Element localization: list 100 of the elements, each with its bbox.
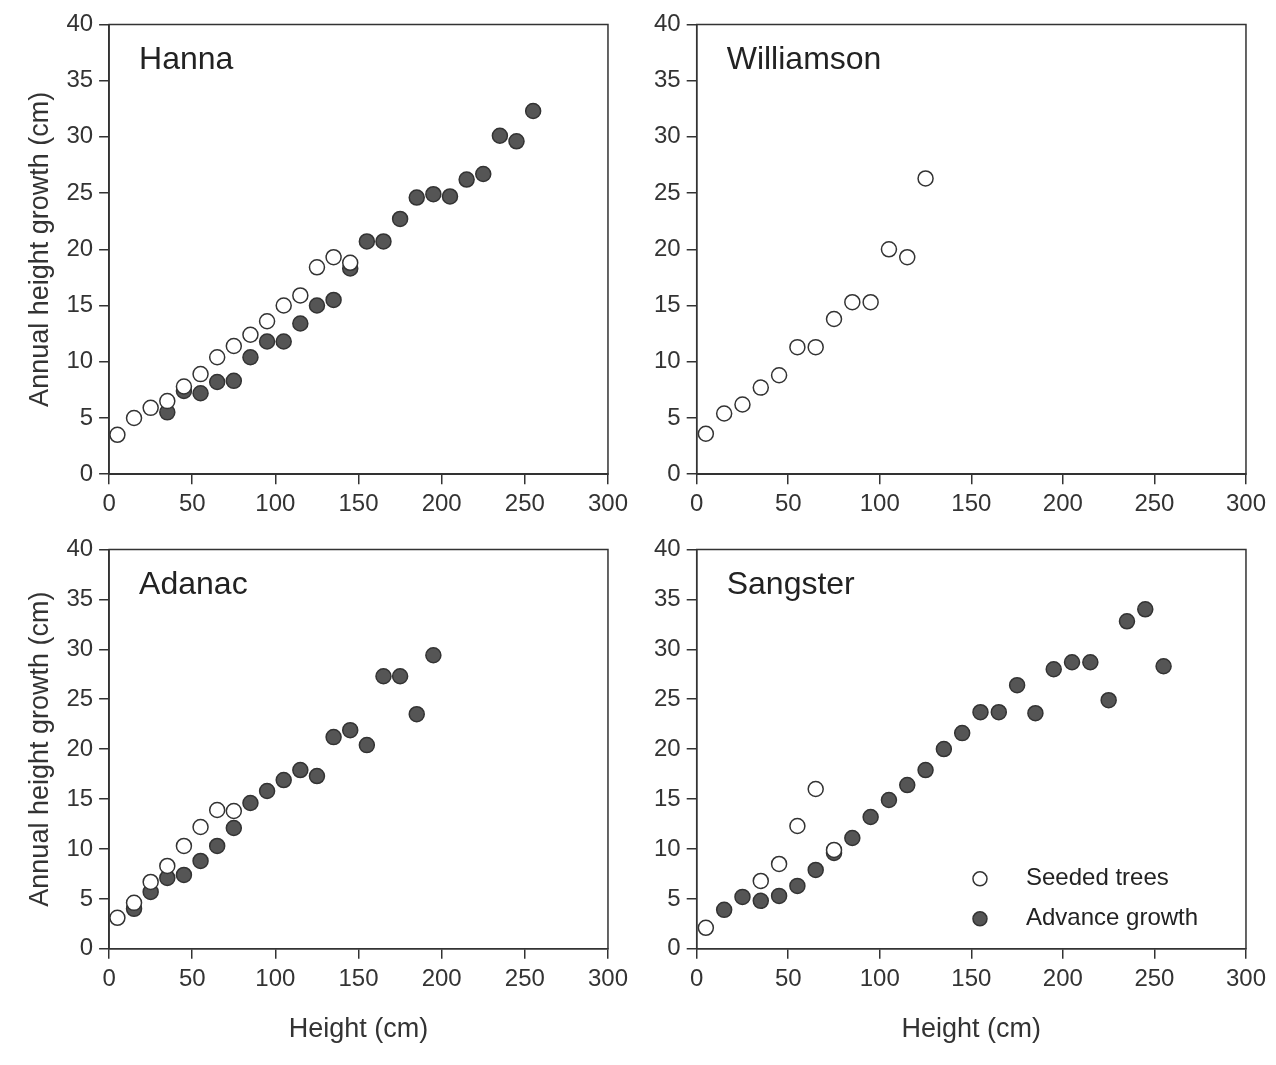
x-tick-label: 50 [774,963,802,991]
point [1155,657,1172,675]
point [752,892,770,910]
point [1100,691,1117,709]
point [325,291,342,309]
point [917,761,934,779]
text: Hanna [139,40,234,77]
point [807,861,824,879]
y-tick-label: 20 [653,233,681,261]
point [715,901,733,919]
x-tick-label: 50 [178,489,206,517]
y-tick-label: 40 [653,534,681,562]
point [208,837,226,855]
point [308,297,326,314]
x-tick-label: 50 [774,489,802,517]
x-tick-label: 200 [1042,963,1083,991]
point [292,315,309,332]
point [953,724,971,742]
x-tick-label: 0 [102,963,116,991]
legend-label: Seeded trees [1025,863,1169,891]
point [358,736,376,754]
y-tick-label: 35 [66,583,94,611]
y-tick-label: 15 [66,783,94,811]
y-tick-label: 0 [667,458,681,486]
x-tick-label: 250 [504,489,545,517]
point [125,894,143,912]
y-tick-label: 30 [653,633,681,661]
y-tick-label: 25 [66,177,94,205]
x-tick-label: 300 [1225,963,1266,991]
y-tick-label: 30 [66,633,94,661]
x-tick-label: 150 [338,489,379,517]
point [789,877,806,895]
point [375,667,392,685]
point [208,373,226,391]
y-tick-label: 25 [66,683,94,711]
point [175,866,193,884]
point [935,740,953,758]
point [1118,613,1136,630]
y-tick-label: 30 [66,121,94,149]
y-tick-label: 5 [79,883,94,911]
point [862,808,879,826]
point [192,852,209,870]
x-tick-label: 250 [1134,963,1175,991]
point [972,703,989,721]
point [159,392,176,410]
point [899,776,916,794]
x-tick-label: 300 [587,489,628,517]
point [142,873,159,891]
x-tick-label: 0 [690,963,704,991]
point [425,185,442,203]
point [341,721,359,739]
y-tick-label: 25 [653,683,681,711]
point [990,703,1008,721]
point [880,791,898,809]
point [770,887,788,905]
y-tick-label: 35 [653,583,681,611]
y-tick-label: 25 [653,177,681,205]
y-tick-label: 10 [653,346,681,374]
y-tick-label: 15 [653,783,681,811]
x-tick-label: 300 [1225,489,1266,517]
text: Williamson [726,40,882,77]
y-axis-title: Annual height growth (cm) [23,591,54,907]
point [358,233,376,250]
point [308,767,326,785]
x-axis-title: Height (cm) [901,1013,1042,1044]
point [1063,653,1081,671]
point [1137,601,1154,618]
y-tick-label: 10 [66,346,94,374]
point [242,794,259,812]
point [408,189,425,206]
x-tick-label: 250 [1134,489,1175,517]
y-tick-label: 0 [667,933,681,961]
point [391,210,409,228]
text: Adanac [139,565,248,602]
x-tick-label: 150 [951,963,992,991]
y-tick-label: 15 [653,290,681,318]
y-tick-label: 5 [79,402,94,430]
point [275,333,292,350]
point [1082,653,1099,671]
point [225,372,243,390]
point [341,254,359,272]
point [1008,676,1026,694]
point [1045,660,1062,678]
y-axis-title: Annual height growth (cm) [23,91,54,407]
x-tick-label: 150 [338,963,379,991]
x-tick-label: 300 [587,963,628,991]
x-tick-label: 200 [421,489,462,517]
x-tick-label: 100 [859,963,900,991]
x-tick-label: 100 [255,489,296,517]
point [159,857,176,875]
x-tick-label: 200 [1042,489,1083,517]
x-tick-label: 200 [421,963,462,991]
x-tick-label: 50 [178,963,206,991]
x-axis-title: Height (cm) [288,1013,429,1044]
point [225,819,243,837]
point [508,133,525,150]
y-tick-label: 20 [66,733,94,761]
point [192,384,209,402]
legend-label: Advance growth [1025,903,1199,931]
point [275,771,292,789]
